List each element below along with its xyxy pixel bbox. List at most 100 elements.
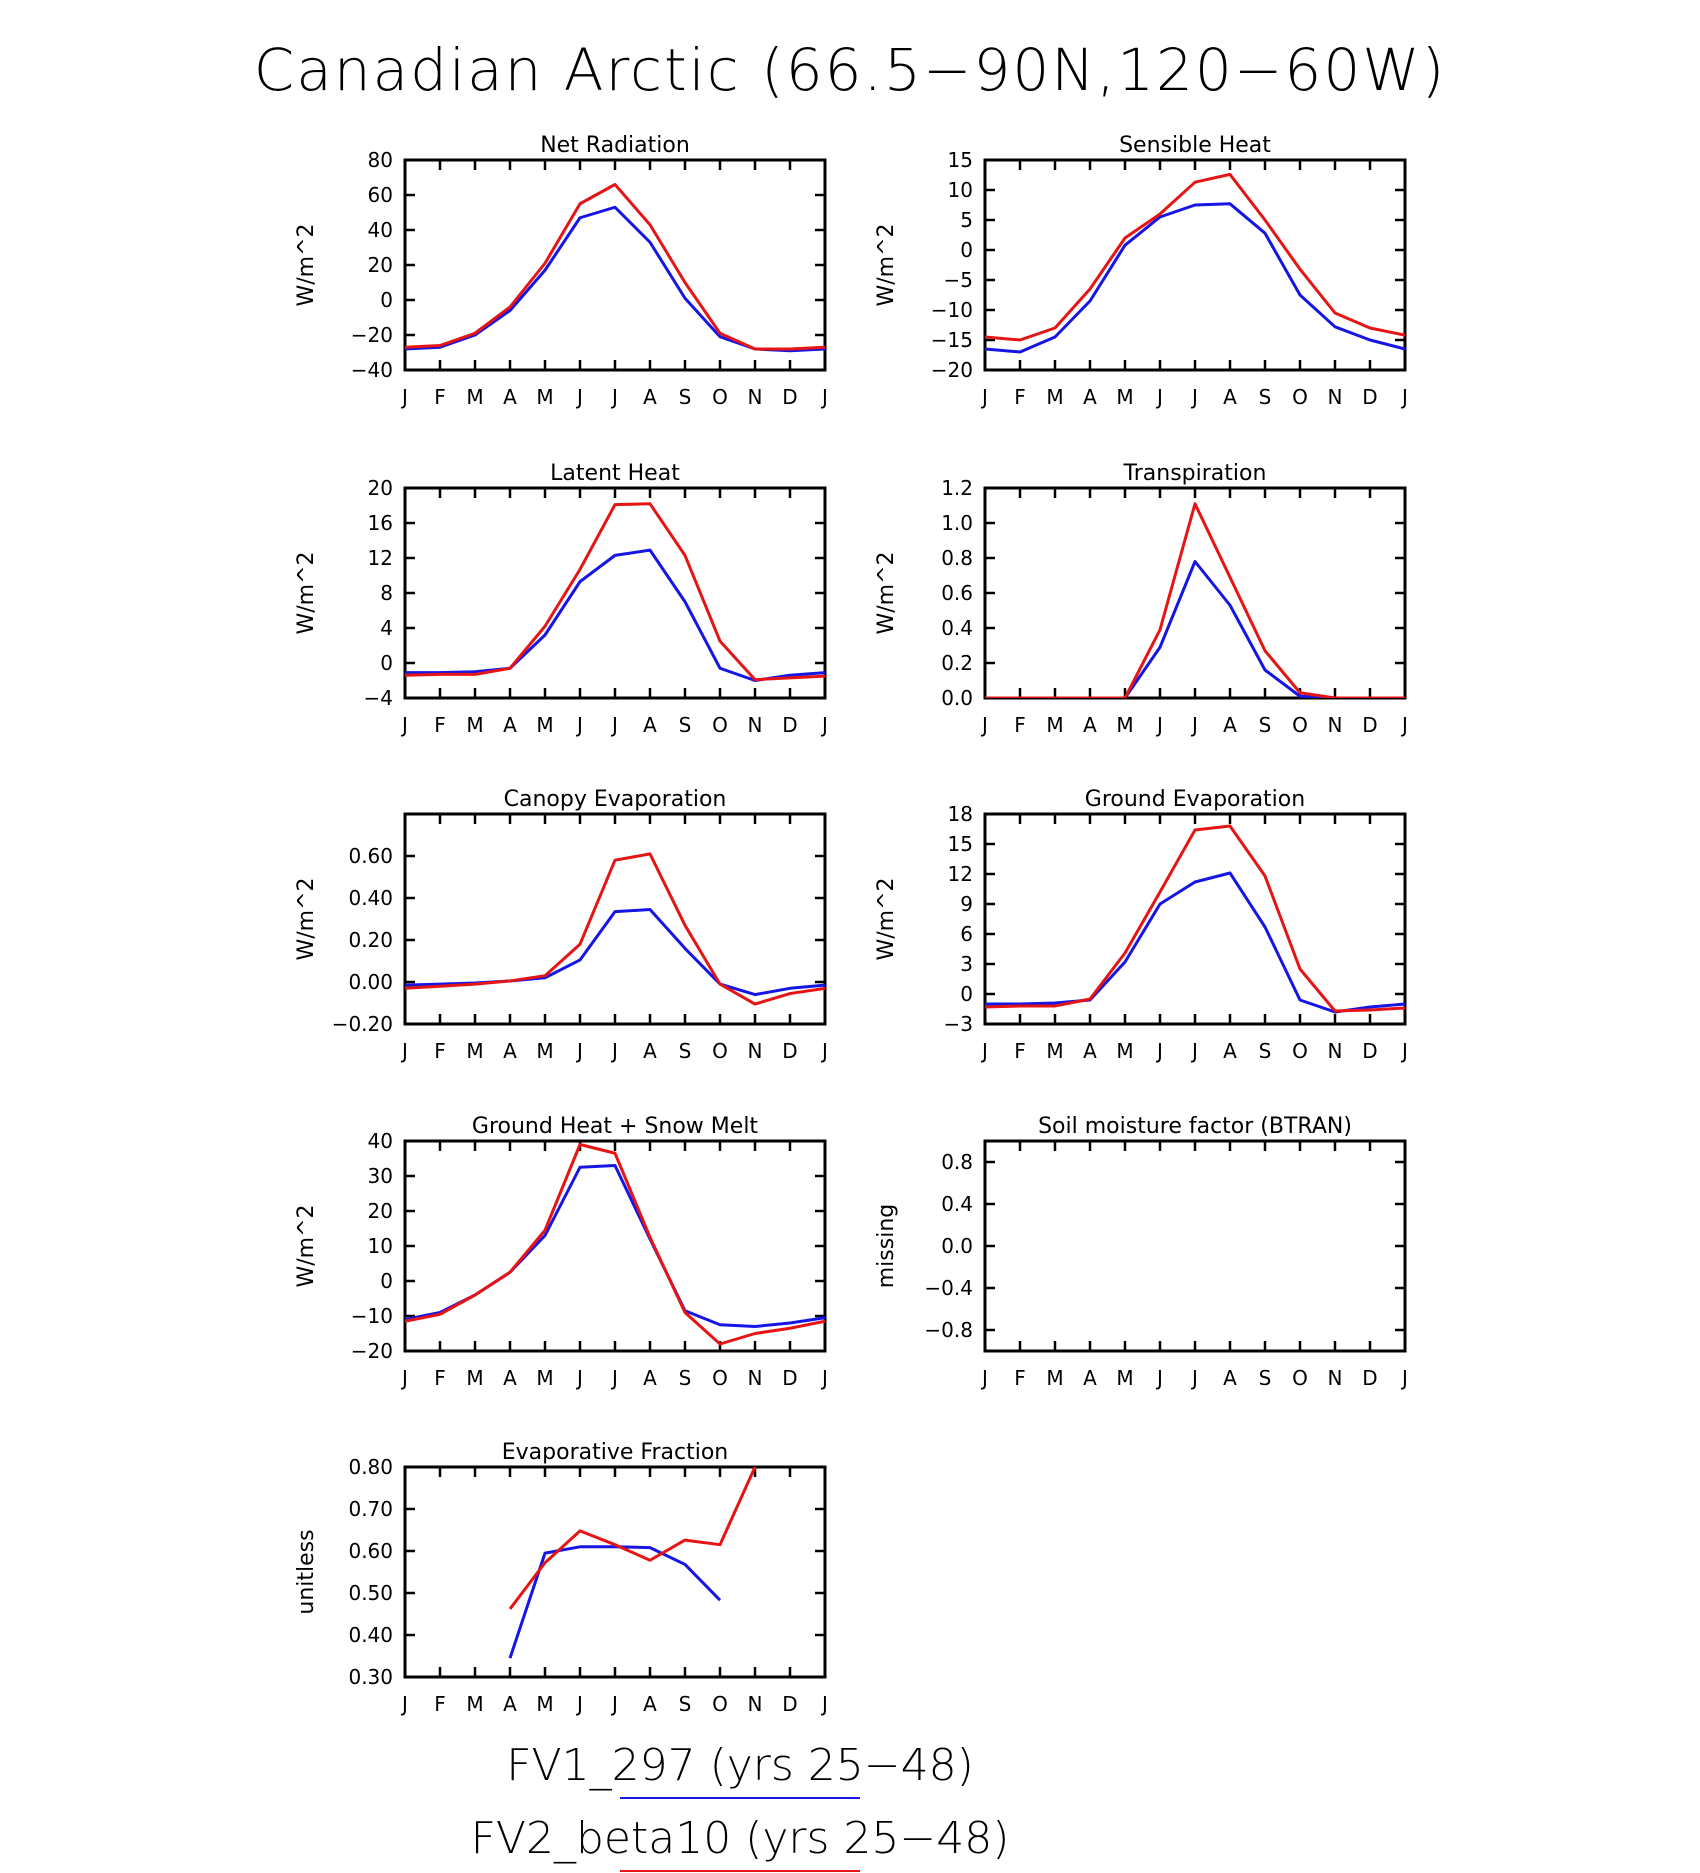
y-tick-label: 0.60 (348, 844, 393, 868)
x-tick-label: S (679, 1366, 692, 1390)
y-axis-label: W/m^2 (294, 223, 319, 306)
x-tick-label: M (536, 385, 553, 409)
y-tick-label: 0.00 (348, 970, 393, 994)
x-tick-label: A (503, 1692, 517, 1716)
x-tick-label: A (1223, 713, 1237, 737)
x-tick-label: A (1223, 1039, 1237, 1063)
x-tick-label: A (643, 713, 657, 737)
y-axis-label: W/m^2 (874, 551, 899, 634)
x-tick-label: J (1400, 1039, 1408, 1063)
y-tick-label: 1.2 (941, 476, 973, 500)
x-tick-label: M (1046, 1366, 1063, 1390)
y-tick-label: 0.6 (941, 581, 973, 605)
x-tick-label: N (1328, 1366, 1343, 1390)
x-tick-label: M (536, 713, 553, 737)
x-tick-label: S (1259, 1366, 1272, 1390)
x-tick-label: M (1116, 385, 1133, 409)
x-tick-label: S (1259, 1039, 1272, 1063)
x-tick-label: F (434, 713, 446, 737)
y-tick-label: −0.8 (924, 1318, 973, 1342)
y-tick-label: 0 (960, 982, 973, 1006)
y-tick-label: 10 (948, 178, 973, 202)
series-line-2 (405, 183, 825, 351)
y-tick-label: −10 (351, 1304, 393, 1328)
y-tick-label: 18 (948, 802, 973, 826)
x-tick-label: J (610, 713, 618, 737)
y-tick-label: 0 (380, 651, 393, 675)
y-tick-label: 60 (368, 183, 393, 207)
y-tick-label: −10 (931, 298, 973, 322)
x-tick-label: N (748, 1039, 763, 1063)
x-tick-label: J (575, 385, 583, 409)
y-tick-label: 0 (960, 238, 973, 262)
series-line-1 (985, 202, 1405, 354)
x-tick-label: F (1014, 385, 1026, 409)
y-tick-label: −20 (351, 1339, 393, 1363)
plot-frame (983, 486, 1407, 700)
x-tick-label: S (1259, 713, 1272, 737)
x-tick-label: M (1046, 713, 1063, 737)
x-tick-label: O (712, 385, 728, 409)
y-tick-label: 9 (960, 892, 973, 916)
y-axis-label: W/m^2 (874, 877, 899, 960)
x-tick-label: N (1328, 1039, 1343, 1063)
series-line-2 (985, 502, 1405, 698)
y-tick-label: 15 (948, 832, 973, 856)
x-tick-label: S (679, 1039, 692, 1063)
panel-title: Evaporative Fraction (502, 1440, 728, 1465)
x-tick-label: A (503, 1039, 517, 1063)
x-tick-label: J (400, 385, 408, 409)
x-tick-label: A (503, 713, 517, 737)
x-tick-label: J (610, 1366, 618, 1390)
plot-frame (403, 1139, 827, 1353)
x-tick-label: M (1116, 1366, 1133, 1390)
x-tick-label: D (1362, 713, 1377, 737)
x-tick-label: D (782, 385, 797, 409)
x-tick-label: J (575, 1039, 583, 1063)
x-tick-label: A (1223, 385, 1237, 409)
x-tick-label: F (434, 385, 446, 409)
x-tick-label: J (575, 713, 583, 737)
x-tick-label: J (400, 713, 408, 737)
y-tick-label: −0.20 (332, 1012, 393, 1036)
y-tick-label: 10 (368, 1234, 393, 1258)
x-tick-label: M (466, 385, 483, 409)
y-axis-label: W/m^2 (294, 1204, 319, 1287)
series-line-1 (405, 1164, 825, 1328)
x-tick-label: D (782, 1366, 797, 1390)
x-tick-label: O (712, 1366, 728, 1390)
x-tick-label: J (820, 1366, 828, 1390)
panel-title: Latent Heat (550, 461, 680, 486)
y-tick-label: 0.70 (348, 1497, 393, 1521)
x-tick-label: J (980, 1366, 988, 1390)
x-tick-label: J (575, 1366, 583, 1390)
y-tick-label: −0.4 (924, 1276, 973, 1300)
y-tick-label: 12 (368, 546, 393, 570)
series-line-2 (405, 502, 825, 682)
y-tick-label: 20 (368, 1199, 393, 1223)
x-tick-label: J (610, 385, 618, 409)
y-tick-label: 0.2 (941, 651, 973, 675)
x-tick-label: A (503, 385, 517, 409)
x-tick-label: D (782, 1039, 797, 1063)
x-tick-label: O (1292, 385, 1308, 409)
x-tick-label: F (1014, 1366, 1026, 1390)
y-tick-label: 0.60 (348, 1539, 393, 1563)
series-line-2 (405, 852, 825, 1006)
series-line-2 (405, 1143, 825, 1346)
series-line-2 (985, 172, 1405, 342)
x-tick-label: O (712, 713, 728, 737)
y-tick-label: 3 (960, 952, 973, 976)
y-tick-label: 0 (380, 1269, 393, 1293)
y-tick-label: −5 (944, 268, 973, 292)
y-axis-label: missing (874, 1204, 899, 1289)
y-tick-label: −4 (364, 686, 393, 710)
y-tick-label: 30 (368, 1164, 393, 1188)
x-tick-label: A (643, 385, 657, 409)
